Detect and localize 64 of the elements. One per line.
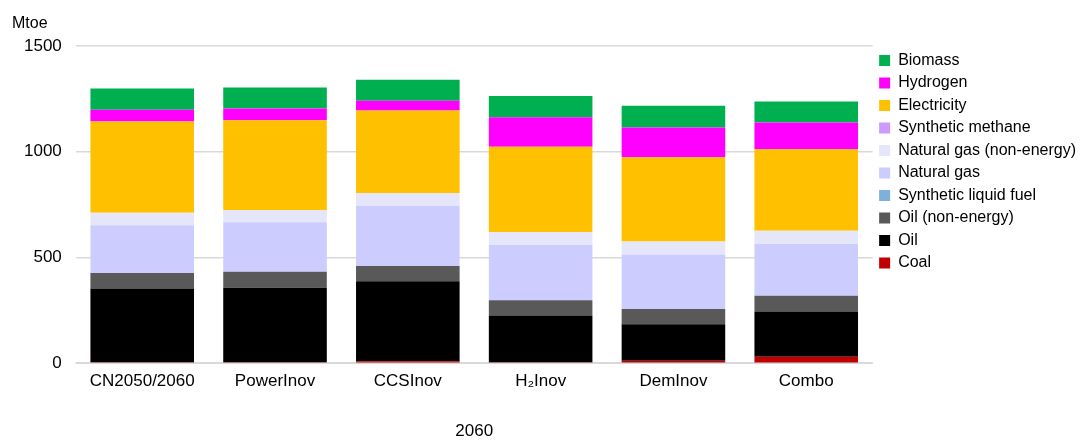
bar [488, 315, 593, 363]
bar [488, 231, 593, 245]
bar [754, 122, 859, 150]
bar [356, 281, 460, 362]
y-axis-title: Mtoe [12, 14, 48, 32]
y-tick-label: 1000 [23, 141, 62, 161]
bar [90, 121, 195, 213]
bar [356, 100, 460, 111]
bar [754, 101, 859, 123]
bar [223, 271, 327, 288]
bar [223, 209, 327, 223]
x-axis-title: 2060 [455, 421, 494, 441]
bar [90, 109, 195, 122]
bar [356, 79, 460, 101]
bar [488, 244, 593, 301]
bar [754, 230, 859, 244]
bar [223, 222, 327, 272]
legend-label: Natural gas [898, 163, 980, 181]
bar [754, 149, 859, 231]
legend-label: Natural gas (non-energy) [898, 140, 1077, 158]
bar [90, 212, 195, 226]
bar [356, 192, 460, 206]
y-tick-label: 1500 [23, 35, 62, 55]
bar [754, 295, 859, 312]
x-tick-label: H₂Inov [515, 371, 567, 391]
bar [90, 88, 195, 110]
bar [223, 87, 327, 109]
x-tick-label: PowerInov [234, 371, 316, 391]
bar [621, 309, 726, 325]
y-tick-label: 500 [33, 247, 62, 267]
legend-label: Biomass [898, 50, 960, 68]
bar [488, 146, 593, 232]
bar [621, 127, 726, 158]
bar [90, 288, 195, 363]
bar [356, 205, 460, 266]
y-tick-label: 0 [52, 352, 62, 372]
bar [621, 324, 726, 361]
x-tick-label: DemInov [639, 371, 708, 391]
bar [754, 243, 859, 296]
bar [90, 273, 195, 289]
bar [488, 117, 593, 147]
legend-label: Oil (non-energy) [898, 208, 1014, 226]
x-tick-label: Combo [778, 371, 834, 391]
bar [356, 110, 460, 193]
legend-label: Hydrogen [898, 73, 968, 91]
bar [621, 241, 726, 255]
bar [223, 287, 327, 363]
bar [488, 95, 593, 118]
legend-label: Oil [898, 230, 918, 248]
bar [621, 157, 726, 242]
bar [223, 120, 327, 210]
legend-label: Synthetic liquid fuel [898, 185, 1036, 203]
bar [621, 105, 726, 128]
legend-label: Electricity [898, 95, 967, 113]
legend-label: Synthetic methane [898, 118, 1031, 136]
bar [90, 225, 195, 274]
bar [223, 108, 327, 121]
bar [488, 300, 593, 316]
bar [356, 265, 460, 282]
x-tick-label: CN2050/2060 [89, 371, 195, 391]
x-tick-label: CCSInov [373, 371, 443, 391]
bar [621, 254, 726, 310]
legend-label: Coal [898, 253, 932, 271]
bar [754, 311, 859, 357]
